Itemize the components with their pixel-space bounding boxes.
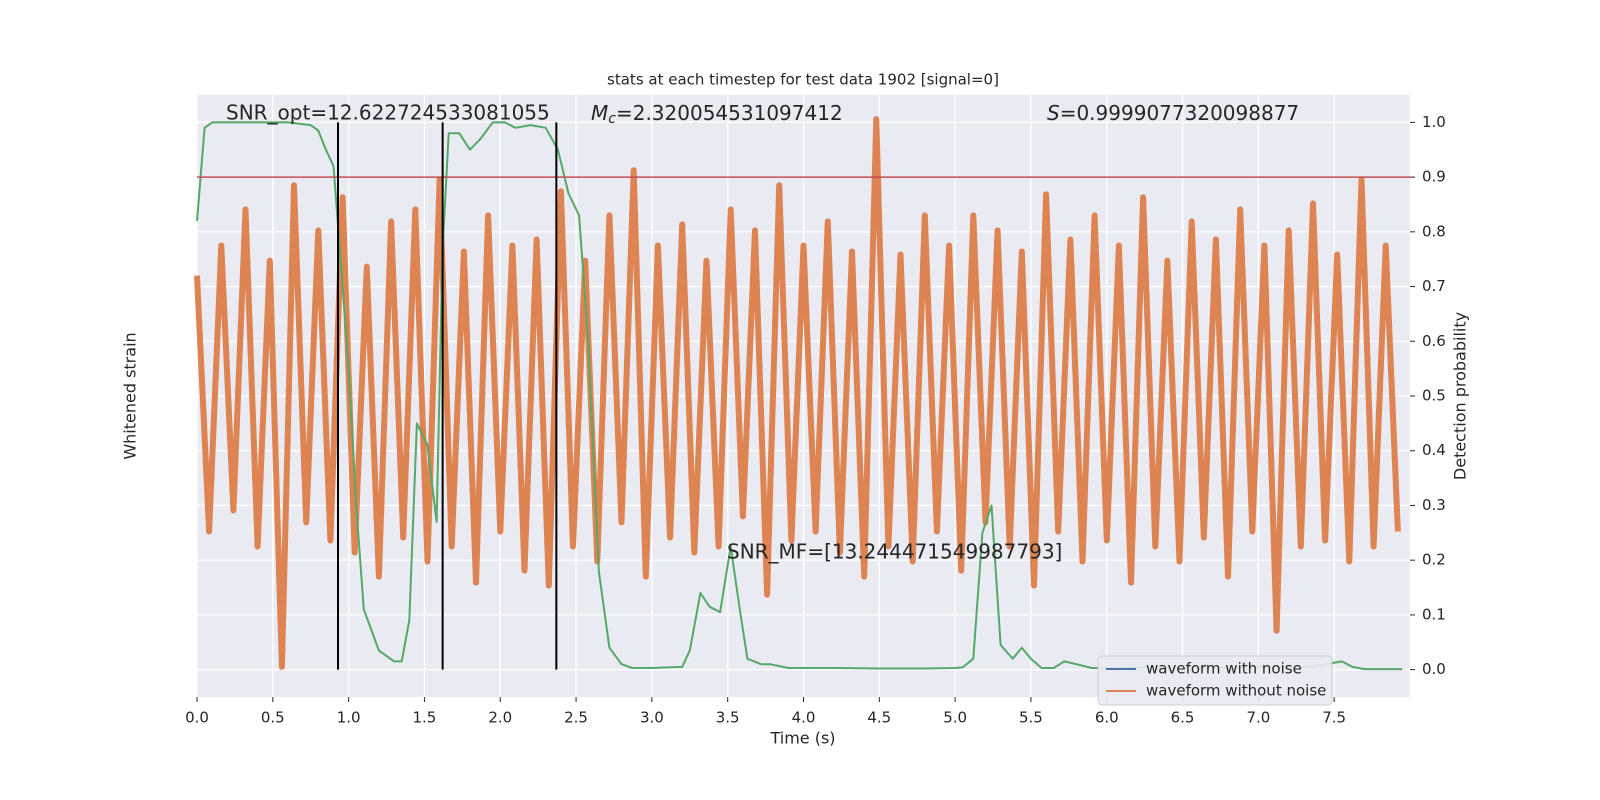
- y2-tick-label: 0.9: [1422, 168, 1446, 186]
- annotation-part: =0.9999077320098877: [1060, 101, 1299, 125]
- x-tick-label: 1.5: [413, 709, 437, 727]
- series-line: [196, 121, 1403, 671]
- labels: 0.0 0.5 1.0 1.5 2.0 2.5 3.0 3.5 4.0 4.5 5.0 5.5 6.0 6…: [185, 101, 1446, 727]
- x-tick-label: 3.5: [716, 709, 740, 727]
- y2-tick-label: 0.3: [1422, 496, 1446, 514]
- x-tick-label: 6.5: [1171, 709, 1195, 727]
- series-line: [194, 116, 1401, 670]
- y2-tick-label: 0.6: [1422, 332, 1446, 350]
- y2-tick-label: 0.7: [1422, 277, 1446, 295]
- annotation: SNR_MF=[13.244471549987793]: [727, 540, 1062, 564]
- x-tick-label: 6.0: [1095, 709, 1119, 727]
- x-tick-label: 4.5: [867, 709, 891, 727]
- x-tick-label: 7.5: [1322, 709, 1346, 727]
- annotation-part: M: [591, 101, 608, 125]
- legend-label: waveform without noise: [1146, 682, 1326, 700]
- y2-tick-label: 0.1: [1422, 605, 1446, 623]
- y2-tick-label: 0.4: [1422, 441, 1446, 459]
- annotation-part: S: [1047, 101, 1060, 125]
- y2-tick-label: 1.0: [1422, 113, 1446, 131]
- x-tick-label: 0.0: [185, 709, 209, 727]
- x-tick-label: 5.5: [1019, 709, 1043, 727]
- x-tick-label: 1.0: [337, 709, 361, 727]
- x-tick-label: 0.5: [261, 709, 285, 727]
- y2-tick-label: 0.2: [1422, 551, 1446, 569]
- x-tick-label: 5.0: [943, 709, 967, 727]
- legend-box: [1097, 655, 1333, 706]
- annotation-part: c: [608, 111, 616, 127]
- y2-axis-label: Detection probability: [1451, 312, 1470, 480]
- y2-tick-label: 0.0: [1422, 660, 1446, 678]
- x-axis-label: Time (s): [769, 729, 835, 748]
- legend-label: waveform with noise: [1146, 660, 1302, 678]
- chart-title: stats at each timestep for test data 190…: [607, 71, 999, 89]
- y-axis-label: Whitened strain: [121, 332, 140, 459]
- annotation-part: =2.320054531097412: [616, 101, 843, 125]
- annotation: S=0.9999077320098877: [1047, 101, 1299, 125]
- annotation: SNR_opt=12.622724533081055: [226, 101, 550, 125]
- x-tick-label: 2.5: [564, 709, 588, 727]
- y2-tick-label: 0.5: [1422, 387, 1446, 405]
- x-tick-label: 4.0: [792, 709, 816, 727]
- marks: [194, 116, 1410, 671]
- x-tick-label: 7.0: [1246, 709, 1270, 727]
- x-tick-label: 3.0: [640, 709, 664, 727]
- y2-tick-label: 0.8: [1422, 222, 1446, 240]
- x-tick-label: 2.0: [488, 709, 512, 727]
- annotation: Mc=2.320054531097412: [591, 101, 843, 128]
